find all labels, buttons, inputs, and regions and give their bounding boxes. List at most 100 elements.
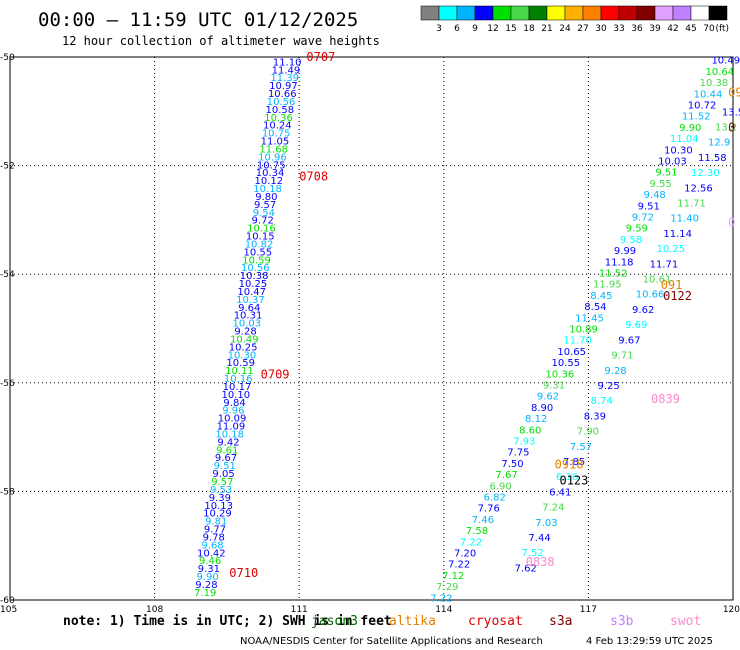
- swh-value: 7.67: [495, 470, 517, 481]
- swh-value: 10.72: [688, 101, 717, 112]
- swh-value: 10.42: [197, 548, 226, 559]
- swh-value: 9.69: [625, 320, 647, 331]
- colorbar-label: 15: [505, 24, 516, 34]
- swh-value: 10.36: [546, 369, 575, 380]
- swh-value: 9.28: [195, 580, 217, 591]
- swh-value: 9.57: [254, 200, 276, 211]
- swh-value: 11.49: [272, 65, 301, 76]
- swh-value: 10.37: [236, 295, 265, 306]
- swh-value: 9.68: [201, 540, 223, 551]
- swh-value: 10.03: [658, 157, 687, 168]
- colorbar-label: 27: [577, 24, 588, 34]
- colorbar-swatch: [456, 5, 476, 21]
- colorbar-swatch: [492, 5, 512, 21]
- pass-time-label: 0839: [651, 392, 680, 406]
- colorbar-swatch: [618, 5, 638, 21]
- footer-credit: NOAA/NESDIS Center for Satellite Applica…: [240, 636, 543, 647]
- swh-value: 10.12: [254, 176, 283, 187]
- swh-value: 7.57: [570, 442, 592, 453]
- swh-value: 7.46: [472, 515, 494, 526]
- swh-value: 9.51: [638, 201, 660, 212]
- swh-value: 9.25: [598, 381, 620, 392]
- colorbar-swatch: [600, 5, 620, 21]
- swh-value: 9.54: [253, 208, 275, 219]
- swh-value: 11.71: [677, 199, 706, 210]
- colorbar-label: 30: [595, 24, 607, 34]
- swh-value: 9.99: [614, 246, 636, 257]
- pass-time-label: 0: [728, 216, 735, 230]
- swh-value: 10.55: [243, 247, 272, 258]
- colorbar-label: 24: [559, 24, 571, 34]
- y-tick-label: -56: [0, 379, 15, 389]
- swh-value: 9.05: [212, 469, 234, 480]
- swh-value: 10.15: [246, 232, 275, 243]
- swh-value: 7.19: [194, 588, 216, 599]
- swh-value: 11.58: [698, 153, 727, 164]
- satellite-legend-item: swot: [670, 614, 701, 629]
- swh-value: 11.71: [650, 259, 679, 270]
- x-tick-label: 111: [291, 605, 308, 615]
- footer-timestamp: 4 Feb 13:29:59 UTC 2025: [586, 636, 713, 647]
- colorbar: 3 6 9 12 15 18 21 24 27 30 33 36 39 42 45 70 (ft): [420, 5, 729, 34]
- swh-value: 11.70: [563, 336, 592, 347]
- swh-value: 10.11: [225, 366, 254, 377]
- swh-value: 10.29: [203, 509, 232, 520]
- swh-value: 9.46: [199, 556, 221, 567]
- swh-value: 9.53: [210, 485, 232, 496]
- swh-value: 10.61: [643, 275, 672, 286]
- swh-value: 7.29: [436, 582, 458, 593]
- swh-value: 9.51: [655, 168, 677, 179]
- swh-value: 9.51: [214, 461, 236, 472]
- y-tick-label: -52: [0, 162, 15, 172]
- swh-value: 10.17: [223, 382, 252, 393]
- swh-value: 12.9: [708, 138, 730, 149]
- swh-value: 7.58: [466, 526, 488, 537]
- pass-time-label: 0122: [663, 289, 692, 303]
- colorbar-swatch: [582, 5, 602, 21]
- swh-value: 10.38: [240, 271, 269, 282]
- colorbar-swatch: [690, 5, 710, 21]
- colorbar-swatch: [528, 5, 548, 21]
- colorbar-swatch: [546, 5, 566, 21]
- swh-value: 9.61: [216, 445, 238, 456]
- colorbar-swatch: [474, 5, 494, 21]
- swh-value: 9.81: [205, 517, 227, 528]
- swh-value: 10.31: [234, 311, 263, 322]
- colorbar-label: 3: [436, 24, 442, 34]
- swh-value: 10.18: [215, 429, 244, 440]
- colorbar-label: 21: [541, 24, 552, 34]
- colorbar-label: 6: [454, 24, 460, 34]
- swh-value: 9.59: [626, 224, 648, 235]
- swh-value: 11.14: [663, 229, 692, 240]
- swh-value: 10.25: [657, 244, 686, 255]
- pass-time-label: 0918: [555, 457, 584, 471]
- pass-time-label: 0709: [261, 368, 290, 382]
- swh-value: 9.64: [238, 303, 260, 314]
- y-tick-label: -60: [0, 596, 15, 606]
- pass-time-label: 09: [728, 85, 740, 99]
- chart-title: 00:00 — 11:59 UTC 01/12/2025: [38, 9, 358, 31]
- x-tick-label: 120: [723, 605, 740, 615]
- colorbar-label: 45: [685, 24, 696, 34]
- swh-value: 11.52: [599, 269, 628, 280]
- swh-value: 9.90: [197, 572, 219, 583]
- swh-value: 9.77: [204, 525, 226, 536]
- swh-value: 9.57: [211, 477, 233, 488]
- swh-value: 7.12: [442, 571, 464, 582]
- swh-value: 10.10: [221, 390, 250, 401]
- colorbar-label: 12: [487, 24, 498, 34]
- colorbar-label: 42: [667, 24, 678, 34]
- swh-value: 11.68: [259, 144, 288, 155]
- swh-value: 9.67: [618, 335, 640, 346]
- swh-value: 12.30: [691, 168, 720, 179]
- swh-value: 9.62: [632, 305, 654, 316]
- swh-value: 8.74: [591, 396, 613, 407]
- swh-value: 13.2: [715, 123, 737, 134]
- swh-value: 9.42: [217, 437, 239, 448]
- swh-value: 10.55: [551, 358, 580, 369]
- swh-value: 11.39: [270, 73, 299, 84]
- swh-value: 6.90: [490, 481, 512, 492]
- swh-value: 7.50: [501, 459, 523, 470]
- satellite-legend: jason3 altika cryosat s3a s3b swot: [311, 614, 701, 629]
- y-tick-label: -50: [0, 53, 15, 63]
